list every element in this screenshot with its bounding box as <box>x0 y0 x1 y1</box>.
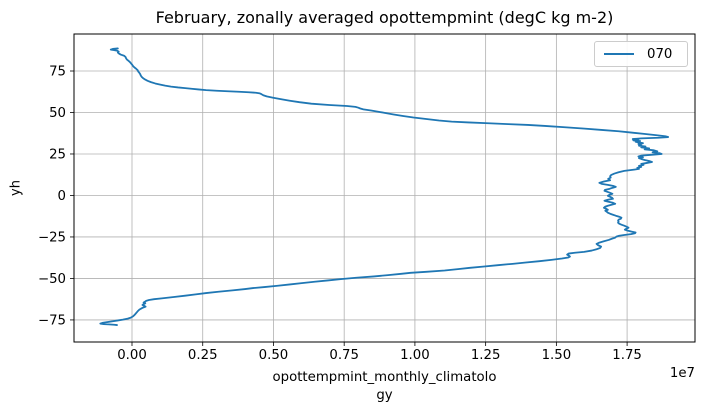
x-axis-label-line1: opottempmint_monthly_climatolo <box>272 370 497 385</box>
x-axis-label-line2: gy <box>376 388 393 403</box>
y-tick-label: −25 <box>38 230 66 245</box>
x-tick-label: 1.75 <box>612 348 642 363</box>
data-line-070 <box>99 47 670 326</box>
y-tick-label: −75 <box>38 313 66 328</box>
axes-frame <box>73 33 696 343</box>
x-axis-offset-text: 1e7 <box>669 366 695 381</box>
y-tick-label: 25 <box>49 147 66 162</box>
y-tick-label: −50 <box>38 272 66 287</box>
x-tick-label: 0.75 <box>329 348 359 363</box>
x-tick-label: 1.00 <box>400 348 430 363</box>
x-tick-label: 0.50 <box>259 348 289 363</box>
y-tick-label: 0 <box>58 189 66 204</box>
chart-title: February, zonally averaged opottempmint … <box>155 8 614 27</box>
y-tick-label: 50 <box>49 106 66 121</box>
x-tick-label: 0.25 <box>188 348 218 363</box>
x-tick-label: 1.50 <box>542 348 572 363</box>
legend-label: 070 <box>647 46 673 62</box>
x-tick-label: 0.00 <box>117 348 147 363</box>
x-tick-label: 1.25 <box>471 348 501 363</box>
legend-line-sample <box>604 53 634 55</box>
y-axis-label: yh <box>8 180 24 196</box>
y-tick-label: 75 <box>49 65 66 80</box>
legend: 070 <box>594 41 688 67</box>
x-axis-label: opottempmint_monthly_climatolo gy <box>74 369 695 405</box>
